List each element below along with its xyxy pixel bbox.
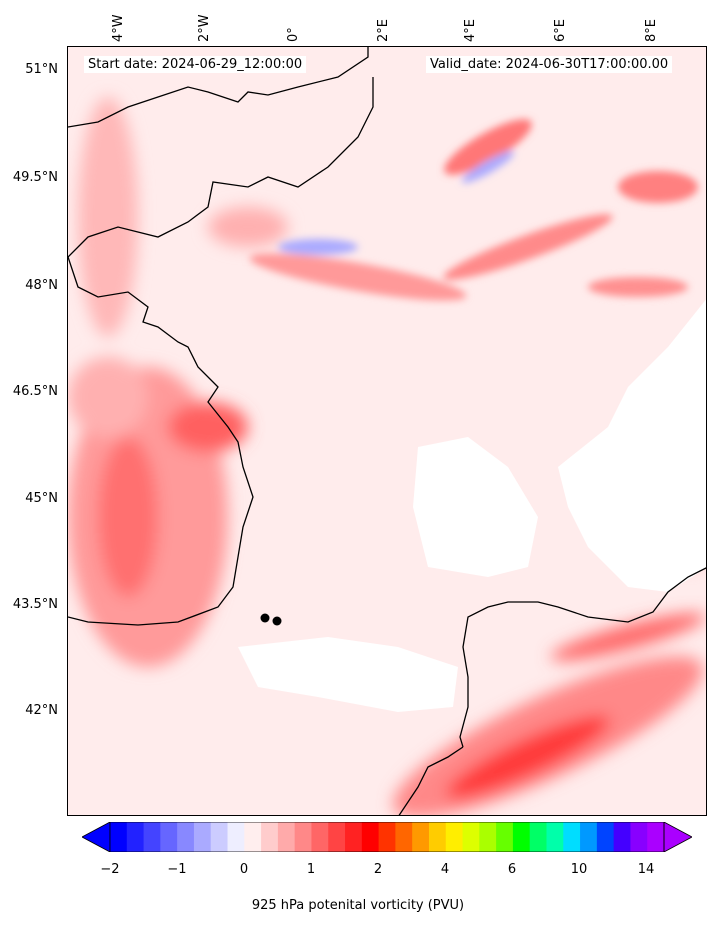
colorbar-cell <box>512 822 531 852</box>
colorbar-cell <box>210 822 229 852</box>
colorbar-cell <box>428 822 447 852</box>
lat-label: 42°N <box>25 703 58 718</box>
colorbar-over-arrow <box>663 822 692 852</box>
colorbar <box>82 822 692 852</box>
lon-label: 2°W <box>197 14 212 42</box>
colorbar-cell <box>193 822 212 852</box>
colorbar-cell <box>361 822 380 852</box>
colorbar-tick-label: 10 <box>570 862 588 877</box>
lat-label: 45°N <box>25 491 58 506</box>
colorbar-cell <box>613 822 631 852</box>
markers <box>260 613 282 626</box>
lat-label: 49.5°N <box>12 170 58 185</box>
lon-label: 0° <box>286 27 301 42</box>
colorbar-cell <box>563 822 581 852</box>
colorbar-cell <box>294 822 312 852</box>
colorbar-cell <box>580 822 598 852</box>
lon-label: 2°E <box>376 19 391 42</box>
colorbar-under-arrow <box>82 822 111 852</box>
colorbar-tick-label: 0 <box>239 862 249 877</box>
valid-date-label: Valid_date: 2024-06-30T17:00:00.00 <box>426 56 673 73</box>
lon-label: 8°E <box>644 19 659 42</box>
colorbar-cell <box>126 822 145 852</box>
colorbar-cell <box>395 822 413 852</box>
biscay-high-pv <box>68 97 288 667</box>
colorbar-cell <box>177 822 195 852</box>
colorbar-label: 925 hPa potenital vorticity (PVU) <box>251 898 465 913</box>
start-date-label: Start date: 2024-06-29_12:00:00 <box>84 56 307 73</box>
near-zero-regions <box>238 299 706 712</box>
lon-label: 6°E <box>553 19 568 42</box>
colorbar-cell <box>445 822 464 852</box>
colorbar-tick-label: 1 <box>306 862 316 877</box>
colorbar-tick-label: −2 <box>100 862 120 877</box>
colorbar-outline <box>109 822 665 852</box>
pv-field-map <box>68 47 706 815</box>
colorbar-cell <box>311 822 329 852</box>
lon-label: 4°E <box>463 19 478 42</box>
colorbar-tick-label: −1 <box>167 862 187 877</box>
colorbar-cell <box>328 822 346 852</box>
colorbar-cell <box>596 822 615 852</box>
colorbar-cell <box>378 822 396 852</box>
colorbar-tick-label: 4 <box>440 862 450 877</box>
coastlines <box>68 47 706 815</box>
colorbar-cell <box>529 822 547 852</box>
colorbar-cell <box>479 822 497 852</box>
colorbar-cell <box>647 822 665 852</box>
colorbar-cell <box>496 822 514 852</box>
colorbar-cell <box>143 822 161 852</box>
lon-label: 4°W <box>111 14 126 42</box>
colorbar-cell <box>261 822 279 852</box>
colorbar-cell <box>412 822 430 852</box>
lat-label: 48°N <box>25 278 58 293</box>
colorbar-cell <box>244 822 262 852</box>
colorbar-cell <box>345 822 363 852</box>
colorbar-cell <box>110 822 128 852</box>
lat-label: 51°N <box>25 62 58 77</box>
colorbar-cell <box>630 822 648 852</box>
colorbar-cell <box>462 822 480 852</box>
lat-label: 43.5°N <box>12 597 58 612</box>
colorbar-tick-label: 2 <box>373 862 383 877</box>
northern-streaks <box>249 119 698 301</box>
colorbar-cell <box>160 822 178 852</box>
colorbar-cell <box>546 822 564 852</box>
lat-label: 46.5°N <box>12 384 58 399</box>
colorbar-cell <box>227 822 245 852</box>
colorbar-tick-label: 14 <box>637 862 655 877</box>
colorbar-tick-label: 6 <box>507 862 517 877</box>
map-plot-area <box>67 46 707 816</box>
colorbar-cell <box>277 822 296 852</box>
